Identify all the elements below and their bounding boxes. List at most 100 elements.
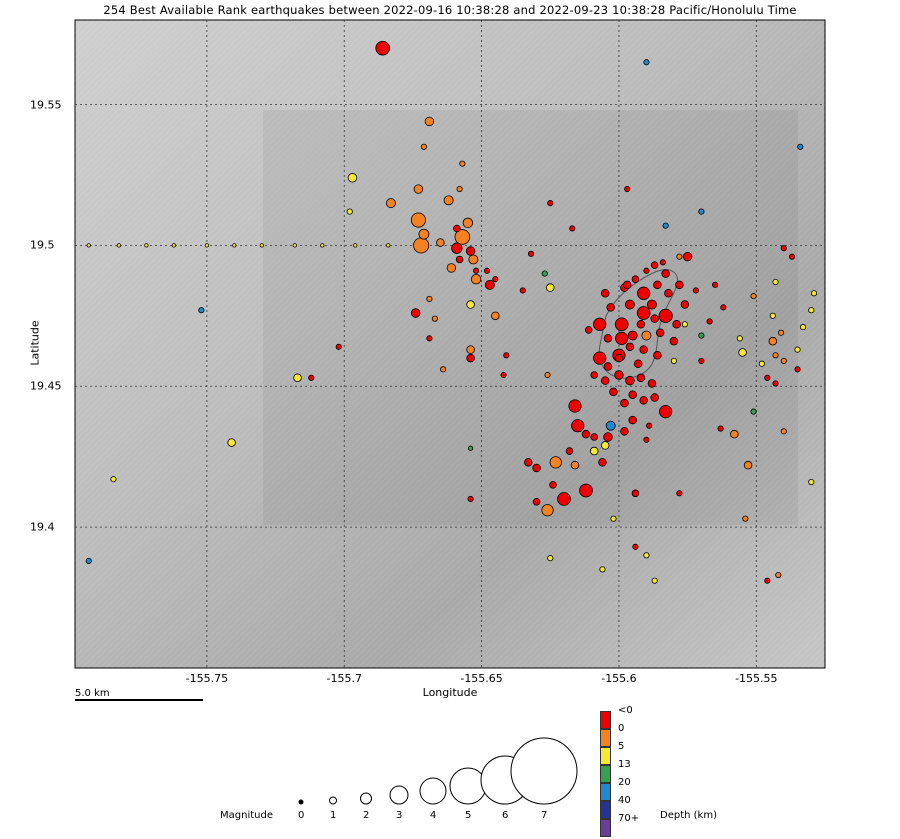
earthquake-marker[interactable]	[670, 357, 677, 364]
earthquake-marker[interactable]	[769, 312, 776, 319]
earthquake-marker[interactable]	[643, 552, 650, 559]
earthquake-marker[interactable]	[799, 324, 807, 331]
earthquake-marker[interactable]	[426, 295, 433, 302]
earthquake-marker[interactable]	[547, 200, 554, 207]
earthquake-marker[interactable]	[764, 374, 771, 381]
earthquake-marker[interactable]	[624, 299, 635, 310]
earthquake-marker[interactable]	[292, 243, 297, 248]
earthquake-marker[interactable]	[468, 254, 479, 265]
earthquake-marker[interactable]	[614, 353, 624, 363]
earthquake-marker[interactable]	[470, 274, 482, 285]
earthquake-marker[interactable]	[466, 300, 475, 309]
earthquake-marker[interactable]	[628, 415, 637, 425]
earthquake-marker[interactable]	[584, 326, 593, 334]
earthquake-marker[interactable]	[625, 342, 635, 352]
earthquake-marker[interactable]	[467, 495, 474, 503]
earthquake-marker[interactable]	[620, 427, 629, 436]
earthquake-marker[interactable]	[698, 208, 705, 215]
earthquake-marker[interactable]	[431, 315, 438, 322]
earthquake-marker[interactable]	[424, 116, 435, 127]
earthquake-marker[interactable]	[440, 366, 447, 373]
earthquake-marker[interactable]	[646, 422, 653, 429]
earthquake-marker[interactable]	[466, 345, 475, 354]
earthquake-marker[interactable]	[650, 314, 659, 323]
earthquake-marker[interactable]	[736, 335, 743, 342]
earthquake-marker[interactable]	[788, 253, 796, 260]
earthquake-marker[interactable]	[692, 287, 699, 294]
earthquake-marker[interactable]	[385, 198, 396, 209]
earthquake-marker[interactable]	[541, 270, 548, 277]
earthquake-marker[interactable]	[579, 483, 593, 498]
earthquake-marker[interactable]	[600, 441, 610, 450]
earthquake-marker[interactable]	[797, 143, 804, 150]
earthquake-marker[interactable]	[527, 250, 535, 257]
earthquake-marker[interactable]	[557, 492, 571, 506]
earthquake-marker[interactable]	[794, 346, 801, 353]
earthquake-marker[interactable]	[473, 267, 480, 274]
earthquake-marker[interactable]	[605, 420, 616, 431]
earthquake-marker[interactable]	[347, 173, 358, 183]
earthquake-marker[interactable]	[632, 543, 639, 550]
earthquake-marker[interactable]	[453, 224, 461, 233]
earthquake-marker[interactable]	[466, 353, 475, 363]
earthquake-marker[interactable]	[259, 243, 264, 248]
earthquake-marker[interactable]	[680, 300, 690, 309]
earthquake-marker[interactable]	[116, 243, 122, 248]
earthquake-marker[interactable]	[614, 370, 624, 380]
earthquake-marker[interactable]	[503, 352, 510, 359]
earthquake-marker[interactable]	[650, 393, 659, 402]
earthquake-marker[interactable]	[462, 217, 474, 229]
earthquake-marker[interactable]	[669, 336, 679, 346]
earthquake-marker[interactable]	[780, 428, 787, 435]
earthquake-marker[interactable]	[636, 320, 646, 329]
earthquake-marker[interactable]	[653, 280, 662, 290]
earthquake-marker[interactable]	[628, 390, 637, 399]
earthquake-marker[interactable]	[418, 228, 430, 240]
earthquake-marker[interactable]	[519, 287, 526, 294]
earthquake-marker[interactable]	[743, 460, 753, 470]
earthquake-marker[interactable]	[646, 299, 657, 310]
earthquake-marker[interactable]	[541, 504, 554, 517]
earthquake-marker[interactable]	[603, 432, 613, 442]
earthquake-marker[interactable]	[589, 446, 599, 456]
earthquake-marker[interactable]	[570, 460, 580, 470]
earthquake-marker[interactable]	[454, 229, 471, 245]
earthquake-marker[interactable]	[600, 289, 610, 298]
earthquake-marker[interactable]	[643, 436, 650, 443]
earthquake-marker[interactable]	[750, 293, 757, 300]
earthquake-marker[interactable]	[568, 399, 582, 413]
earthquake-marker[interactable]	[593, 317, 607, 331]
earthquake-marker[interactable]	[614, 317, 629, 332]
earthquake-marker[interactable]	[335, 343, 342, 350]
earthquake-marker[interactable]	[772, 278, 779, 286]
earthquake-marker[interactable]	[633, 359, 643, 368]
earthquake-marker[interactable]	[808, 478, 815, 486]
earthquake-marker[interactable]	[353, 243, 358, 248]
earthquake-marker[interactable]	[599, 566, 606, 573]
earthquake-marker[interactable]	[682, 251, 693, 262]
earthquake-marker[interactable]	[650, 261, 659, 269]
earthquake-marker[interactable]	[446, 263, 457, 273]
earthquake-marker[interactable]	[772, 380, 779, 387]
earthquake-marker[interactable]	[625, 375, 635, 386]
earthquake-marker[interactable]	[659, 405, 673, 419]
earthquake-marker[interactable]	[603, 334, 613, 343]
earthquake-marker[interactable]	[717, 425, 724, 432]
earthquake-marker[interactable]	[590, 433, 599, 441]
earthquake-marker[interactable]	[86, 243, 91, 248]
earthquake-marker[interactable]	[204, 243, 210, 248]
earthquake-marker[interactable]	[346, 208, 353, 215]
earthquake-marker[interactable]	[484, 279, 495, 290]
earthquake-marker[interactable]	[484, 267, 491, 274]
earthquake-marker[interactable]	[764, 577, 771, 584]
earthquake-marker[interactable]	[655, 328, 665, 337]
earthquake-marker[interactable]	[606, 303, 615, 312]
earthquake-marker[interactable]	[456, 185, 463, 193]
earthquake-marker[interactable]	[547, 555, 554, 562]
earthquake-marker[interactable]	[544, 371, 551, 379]
earthquake-marker[interactable]	[698, 332, 705, 339]
earthquake-marker[interactable]	[641, 330, 652, 341]
earthquake-marker[interactable]	[492, 276, 499, 283]
earthquake-marker[interactable]	[569, 225, 576, 232]
